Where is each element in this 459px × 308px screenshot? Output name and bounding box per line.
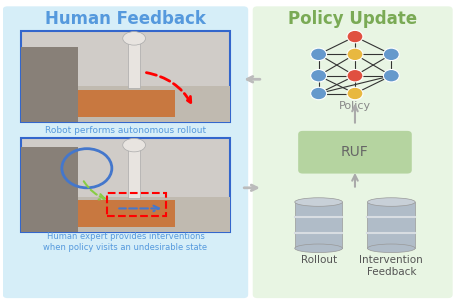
- Bar: [75, 90, 175, 117]
- Bar: [128, 149, 140, 198]
- Ellipse shape: [294, 244, 342, 253]
- FancyBboxPatch shape: [252, 6, 452, 298]
- Text: Intervention
Feedback: Intervention Feedback: [358, 255, 422, 277]
- Bar: [21, 47, 78, 122]
- Bar: [294, 202, 342, 248]
- Bar: [21, 197, 230, 232]
- Text: Robot performs autonomous rollout: Robot performs autonomous rollout: [45, 126, 206, 135]
- Ellipse shape: [367, 198, 414, 206]
- Circle shape: [310, 70, 326, 82]
- Bar: [21, 138, 230, 232]
- FancyBboxPatch shape: [297, 131, 411, 174]
- Text: Policy: Policy: [338, 101, 370, 111]
- Circle shape: [310, 87, 326, 100]
- Bar: [367, 202, 414, 248]
- Bar: [21, 87, 230, 122]
- Ellipse shape: [294, 198, 342, 206]
- Text: Rollout: Rollout: [300, 255, 336, 265]
- Bar: [21, 31, 230, 122]
- Circle shape: [346, 70, 362, 82]
- Bar: [107, 193, 166, 216]
- Circle shape: [310, 48, 326, 61]
- Text: Policy Update: Policy Update: [287, 10, 416, 28]
- Circle shape: [346, 87, 362, 100]
- Bar: [21, 147, 78, 232]
- FancyBboxPatch shape: [3, 6, 248, 298]
- Bar: [66, 200, 175, 227]
- Circle shape: [382, 48, 398, 61]
- Ellipse shape: [367, 244, 414, 253]
- Text: Human expert provides interventions
when policy visits an undesirable state: Human expert provides interventions when…: [43, 232, 207, 252]
- Text: RUF: RUF: [341, 145, 368, 159]
- Circle shape: [346, 30, 362, 43]
- Ellipse shape: [123, 32, 145, 45]
- Text: Human Feedback: Human Feedback: [45, 10, 206, 28]
- Circle shape: [382, 70, 398, 82]
- Ellipse shape: [123, 138, 145, 152]
- Circle shape: [346, 48, 362, 61]
- Bar: [128, 42, 140, 88]
